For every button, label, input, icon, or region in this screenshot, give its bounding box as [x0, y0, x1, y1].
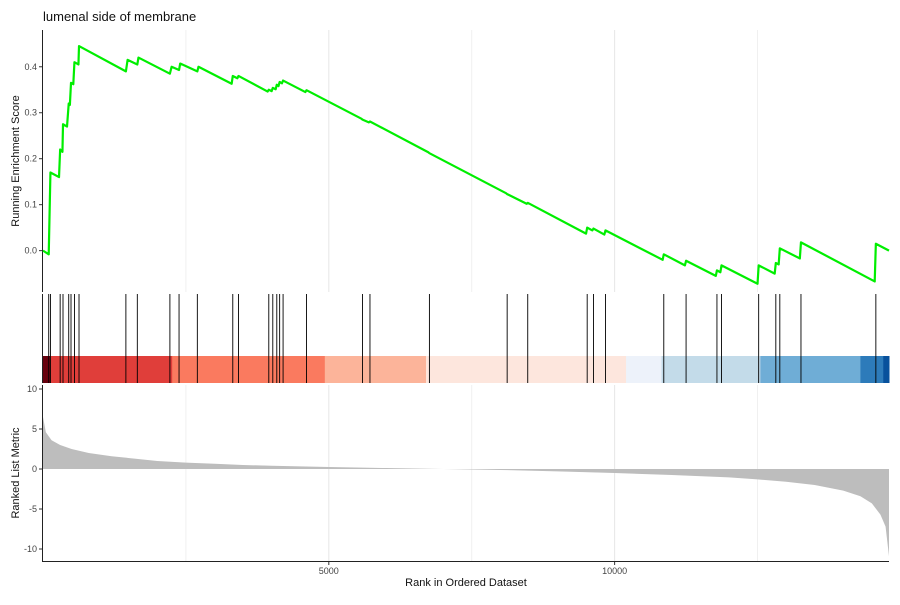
heat-band [626, 356, 662, 383]
ranked-metric-y-label: Ranked List Metric [10, 427, 22, 519]
heat-band [661, 356, 761, 383]
heat-band [43, 356, 51, 383]
y-tick-label: -5 [29, 504, 37, 514]
y-tick-label: 5 [32, 424, 37, 434]
heat-band [425, 356, 627, 383]
running-score-gridlines [185, 30, 759, 292]
heat-band [172, 356, 326, 383]
running-enrichment-score-line [42, 44, 890, 285]
y-tick-label: 0 [32, 464, 37, 474]
x-tick-label: 10000 [602, 566, 627, 576]
y-tick-label: 0.3 [24, 108, 37, 118]
gene-hit-lines [48, 294, 877, 383]
y-tick-label: 0.4 [24, 62, 37, 72]
ranked-metric-y-ticks: 10 5 0 -5 -10 [24, 384, 42, 554]
ranked-metric-area [43, 417, 889, 557]
y-tick-label: 0.1 [24, 200, 37, 210]
running-score-y-label: Running Enrichment Score [10, 95, 22, 226]
y-tick-label: 0.2 [24, 154, 37, 164]
chart-title: lumenal side of membrane [43, 9, 196, 24]
y-tick-label: -10 [24, 544, 37, 554]
heat-band [324, 356, 427, 383]
y-tick-label: 10 [27, 384, 37, 394]
heat-band [883, 356, 890, 383]
heat-band [760, 356, 861, 383]
y-tick-label: 0.0 [24, 246, 37, 256]
running-score-y-ticks: 0.0 0.1 0.2 0.3 0.4 [24, 62, 42, 256]
x-axis-label: Rank in Ordered Dataset [405, 577, 527, 589]
heat-band [860, 356, 884, 383]
x-axis-ticks: 5000 10000 [319, 562, 627, 576]
x-tick-label: 5000 [319, 566, 339, 576]
